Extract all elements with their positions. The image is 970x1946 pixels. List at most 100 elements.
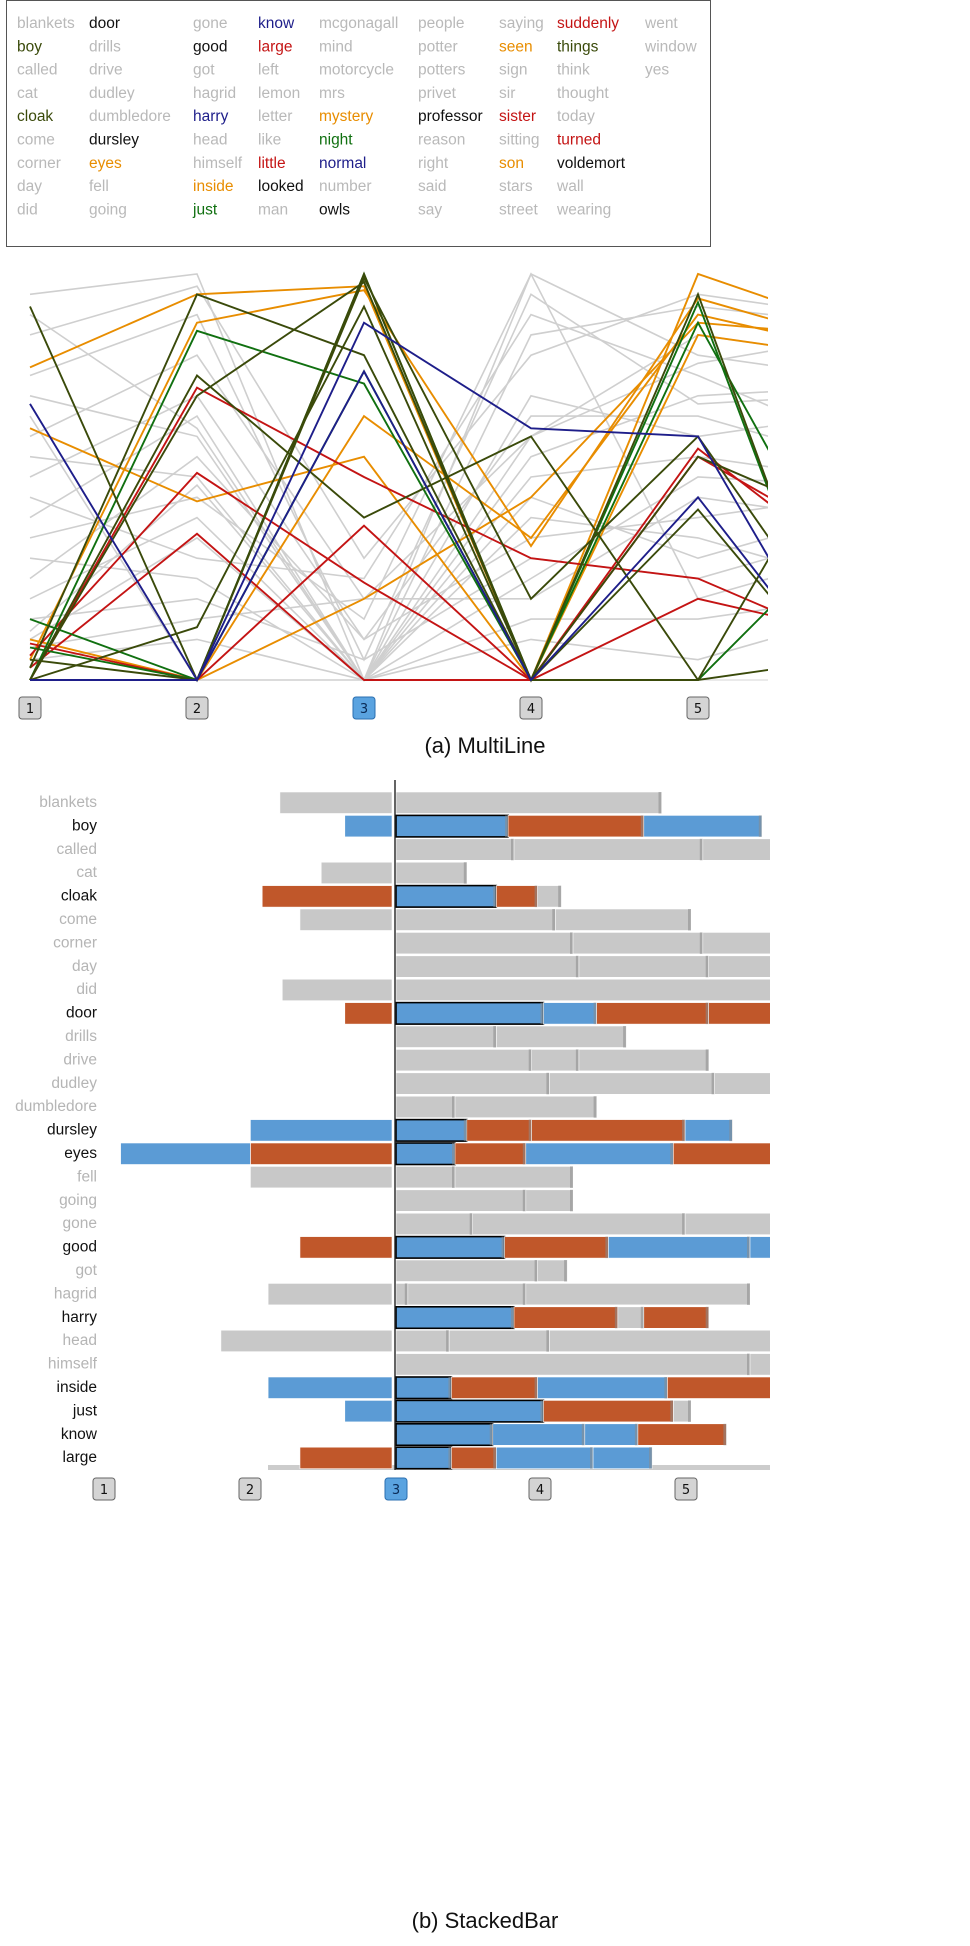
legend-word-cat[interactable]: cat (17, 85, 38, 102)
legend-word-sign[interactable]: sign (499, 62, 527, 79)
legend-word-looked[interactable]: looked (258, 178, 304, 195)
legend-word-dursley[interactable]: dursley (89, 132, 139, 149)
legend-word-know[interactable]: know (258, 15, 295, 32)
legend-word-going[interactable]: going (89, 201, 127, 218)
stacked-axis-button-2[interactable]: 2 (238, 1477, 262, 1501)
legend-word-dudley[interactable]: dudley (89, 85, 135, 102)
multiline-axis-button-1[interactable]: 1 (18, 696, 42, 720)
legend-word-lemon[interactable]: lemon (258, 85, 300, 102)
stacked-row-label-blankets[interactable]: blankets (39, 794, 97, 811)
stacked-row-label-eyes[interactable]: eyes (64, 1145, 97, 1162)
stacked-row-label-day[interactable]: day (72, 958, 97, 975)
legend-word-drills[interactable]: drills (89, 38, 121, 55)
legend-word-gone[interactable]: gone (193, 15, 227, 32)
legend-word-window[interactable]: window (644, 38, 697, 55)
legend-word-potters[interactable]: potters (418, 62, 466, 79)
legend-word-like[interactable]: like (258, 132, 281, 149)
legend-word-harry[interactable]: harry (193, 108, 229, 125)
legend-word-door[interactable]: door (89, 15, 120, 32)
stacked-axis-button-4[interactable]: 4 (528, 1477, 552, 1501)
stacked-row-label-dudley[interactable]: dudley (51, 1075, 97, 1092)
stacked-row-label-going[interactable]: going (59, 1192, 97, 1209)
legend-word-owls[interactable]: owls (319, 201, 350, 218)
legend-word-normal[interactable]: normal (319, 155, 366, 172)
stacked-row-label-harry[interactable]: harry (62, 1309, 98, 1326)
legend-word-son[interactable]: son (499, 155, 524, 172)
legend-word-boy[interactable]: boy (17, 38, 42, 55)
legend-word-privet[interactable]: privet (418, 85, 457, 102)
legend-word-seen[interactable]: seen (499, 38, 533, 55)
legend-word-just[interactable]: just (192, 201, 218, 218)
legend-word-potter[interactable]: potter (418, 38, 458, 55)
stacked-row-label-dursley[interactable]: dursley (47, 1122, 97, 1139)
legend-word-mcgonagall[interactable]: mcgonagall (319, 15, 398, 32)
legend-word-sitting[interactable]: sitting (499, 132, 540, 149)
legend-word-night[interactable]: night (319, 132, 353, 149)
stacked-row-label-got[interactable]: got (75, 1262, 97, 1279)
legend-word-himself[interactable]: himself (193, 155, 243, 172)
legend-word-cloak[interactable]: cloak (17, 108, 53, 125)
legend-word-fell[interactable]: fell (89, 178, 109, 195)
legend-word-mind[interactable]: mind (319, 38, 353, 55)
legend-word-people[interactable]: people (418, 15, 465, 32)
legend-word-eyes[interactable]: eyes (89, 155, 122, 172)
multiline-axis-button-2[interactable]: 2 (185, 696, 209, 720)
legend-word-reason[interactable]: reason (418, 132, 465, 149)
stacked-row-label-cloak[interactable]: cloak (61, 888, 97, 905)
stacked-axis-button-5[interactable]: 5 (674, 1477, 698, 1501)
stacked-row-label-corner[interactable]: corner (53, 934, 97, 951)
legend-word-wearing[interactable]: wearing (556, 201, 611, 218)
stacked-row-label-come[interactable]: come (59, 911, 97, 928)
legend-word-saying[interactable]: saying (499, 15, 544, 32)
legend-word-letter[interactable]: letter (258, 108, 292, 125)
legend-word-corner[interactable]: corner (17, 155, 61, 172)
stacked-row-label-dumbledore[interactable]: dumbledore (15, 1098, 97, 1115)
legend-word-suddenly[interactable]: suddenly (557, 15, 619, 32)
legend-word-said[interactable]: said (418, 178, 446, 195)
legend-word-say[interactable]: say (418, 201, 442, 218)
legend-word-did[interactable]: did (17, 201, 38, 218)
multiline-axis-button-4[interactable]: 4 (519, 696, 543, 720)
legend-word-think[interactable]: think (557, 62, 590, 79)
legend-word-street[interactable]: street (499, 201, 538, 218)
stacked-row-label-know[interactable]: know (61, 1426, 98, 1443)
legend-word-come[interactable]: come (17, 132, 55, 149)
stacked-row-label-just[interactable]: just (72, 1402, 98, 1419)
stacked-row-label-head[interactable]: head (63, 1332, 97, 1349)
legend-word-blankets[interactable]: blankets (17, 15, 75, 32)
legend-word-head[interactable]: head (193, 132, 227, 149)
legend-word-yes[interactable]: yes (645, 62, 669, 79)
legend-word-dumbledore[interactable]: dumbledore (89, 108, 171, 125)
legend-word-mrs[interactable]: mrs (319, 85, 345, 102)
stacked-row-label-called[interactable]: called (57, 841, 98, 858)
stacked-row-label-himself[interactable]: himself (48, 1356, 98, 1373)
stacked-row-label-hagrid[interactable]: hagrid (54, 1285, 97, 1302)
legend-word-motorcycle[interactable]: motorcycle (319, 62, 394, 79)
legend-word-good[interactable]: good (193, 38, 227, 55)
legend-word-went[interactable]: went (644, 15, 678, 32)
legend-word-voldemort[interactable]: voldemort (557, 155, 626, 172)
stacked-row-label-cat[interactable]: cat (76, 864, 97, 881)
stacked-row-label-boy[interactable]: boy (72, 817, 97, 834)
legend-word-little[interactable]: little (258, 155, 286, 172)
legend-word-wall[interactable]: wall (556, 178, 584, 195)
legend-word-number[interactable]: number (319, 178, 372, 195)
legend-word-hagrid[interactable]: hagrid (193, 85, 236, 102)
legend-word-man[interactable]: man (258, 201, 288, 218)
legend-word-things[interactable]: things (557, 38, 599, 55)
legend-word-turned[interactable]: turned (557, 132, 601, 149)
stacked-row-label-good[interactable]: good (63, 1239, 97, 1256)
legend-word-sister[interactable]: sister (499, 108, 536, 125)
legend-word-day[interactable]: day (17, 178, 42, 195)
legend-word-inside[interactable]: inside (193, 178, 234, 195)
stacked-row-label-drive[interactable]: drive (63, 1051, 97, 1068)
legend-word-drive[interactable]: drive (89, 62, 123, 79)
stacked-row-label-drills[interactable]: drills (65, 1028, 97, 1045)
stacked-row-label-inside[interactable]: inside (57, 1379, 98, 1396)
multiline-axis-button-5[interactable]: 5 (686, 696, 710, 720)
legend-word-professor[interactable]: professor (418, 108, 483, 125)
legend-word-left[interactable]: left (258, 62, 279, 79)
legend-word-mystery[interactable]: mystery (319, 108, 374, 125)
stacked-axis-button-1[interactable]: 1 (92, 1477, 116, 1501)
stacked-row-label-door[interactable]: door (66, 1005, 97, 1022)
